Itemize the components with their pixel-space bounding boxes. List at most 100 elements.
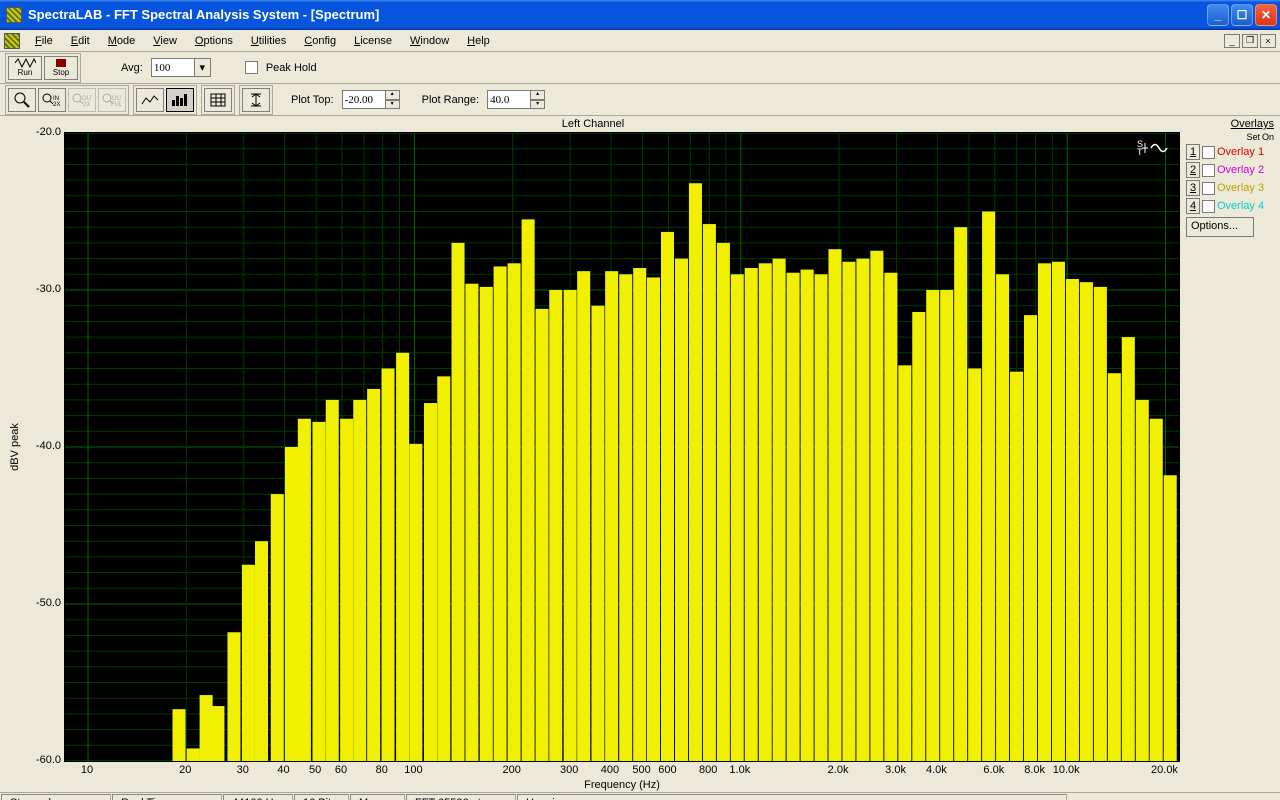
avg-input[interactable] [151,58,195,77]
window-title: SpectraLAB - FFT Spectral Analysis Syste… [28,7,1207,22]
peak-hold-checkbox[interactable] [245,61,258,74]
plot-range-input[interactable] [487,90,531,109]
run-label: Run [18,68,33,77]
status-3: 16 Bit [294,794,349,800]
status-4: Mono [350,794,405,800]
xtick: 20 [179,764,191,776]
peak-hold-label: Peak Hold [266,62,317,74]
mdi-minimize-button[interactable]: _ [1224,34,1240,48]
zoom-out-full-button[interactable]: OUTFULL [98,88,126,112]
spectrum-chart[interactable]: S T [64,132,1180,762]
menu-view[interactable]: View [144,33,186,49]
overlays-header: Overlays [1186,118,1274,130]
menu-mode[interactable]: Mode [99,33,145,49]
app-icon [6,7,22,23]
overlay-on-4[interactable] [1202,200,1215,213]
overlay-set-4[interactable]: 4 [1186,198,1200,214]
overlay-on-1[interactable] [1202,146,1215,159]
zoom-in-2x-button[interactable]: IN2X [38,88,66,112]
plot-top-up[interactable]: ▴ [386,90,400,100]
xtick: 500 [632,764,650,776]
status-0: Stopped [1,794,111,800]
plot-range-down[interactable]: ▾ [531,100,545,110]
xtick: 80 [376,764,388,776]
maximize-button[interactable]: ☐ [1231,4,1253,26]
statusbar: StoppedReal Time44100 Hz16 BitMonoFFT 65… [0,792,1280,800]
xtick: 10.0k [1053,764,1080,776]
mdi-close-button[interactable]: × [1260,34,1276,48]
status-6: Hanning [517,794,1067,800]
menu-edit[interactable]: Edit [62,33,99,49]
overlay-on-2[interactable] [1202,164,1215,177]
xtick: 100 [404,764,422,776]
menu-utilities[interactable]: Utilities [242,33,295,49]
plot-top-down[interactable]: ▾ [386,100,400,110]
run-button[interactable]: Run [8,56,42,80]
line-plot-button[interactable] [136,88,164,112]
zoom-out-2x-button[interactable]: OUT2X [68,88,96,112]
svg-text:OUT: OUT [112,96,122,102]
overlay-label-2: Overlay 2 [1217,164,1264,176]
plot-top-input[interactable] [342,90,386,109]
grid-button[interactable] [204,88,232,112]
xtick: 6.0k [983,764,1004,776]
svg-text:2X: 2X [83,102,90,108]
titlebar: SpectraLAB - FFT Spectral Analysis Syste… [0,0,1280,30]
menubar: FileEditModeViewOptionsUtilitiesConfigLi… [0,30,1280,52]
plot-range-up[interactable]: ▴ [531,90,545,100]
mdi-restore-button[interactable]: ❐ [1242,34,1258,48]
plot-range-spinner[interactable]: ▴▾ [487,90,545,109]
plot-top-label: Plot Top: [291,94,334,106]
overlays-sub-set: Set [1246,132,1260,142]
y-axis-label: dBV peak [9,423,21,471]
plot-range-label: Plot Range: [422,94,479,106]
menu-config[interactable]: Config [295,33,345,49]
status-1: Real Time [112,794,222,800]
overlay-label-4: Overlay 4 [1217,200,1264,212]
toolbar-plot: IN2X OUT2X OUTFULL Plot Top: ▴▾ Plot Ran… [0,84,1280,116]
toolbar-controls: Run Stop Avg: ▾ Peak Hold [0,52,1280,84]
xtick: 60 [335,764,347,776]
window-controls: _ ☐ ✕ [1207,4,1277,26]
stop-button[interactable]: Stop [44,56,78,80]
workarea: Left Channel dBV peak -20.0-30.0-40.0-50… [0,116,1280,800]
x-axis-label: Frequency (Hz) [584,779,660,791]
overlay-set-1[interactable]: 1 [1186,144,1200,160]
plot-top-spinner[interactable]: ▴▾ [342,90,400,109]
ytick: -50.0 [36,597,61,609]
overlay-on-3[interactable] [1202,182,1215,195]
xtick: 200 [503,764,521,776]
overlay-options-button[interactable]: Options... [1186,217,1254,237]
avg-combo[interactable]: ▾ [151,58,211,77]
minimize-button[interactable]: _ [1207,4,1229,26]
bar-plot-button[interactable] [166,88,194,112]
xtick: 3.0k [885,764,906,776]
menu-file[interactable]: File [26,33,62,49]
overlay-row-3: 3 Overlay 3 [1186,180,1274,196]
xtick: 20.0k [1151,764,1178,776]
autoscale-button[interactable] [242,88,270,112]
chart-title: Left Channel [6,116,1180,132]
menu-options[interactable]: Options [186,33,242,49]
overlay-label-3: Overlay 3 [1217,182,1264,194]
ytick: -40.0 [36,440,61,452]
overlay-label-1: Overlay 1 [1217,146,1264,158]
avg-dropdown-button[interactable]: ▾ [195,58,211,77]
menu-help[interactable]: Help [458,33,499,49]
svg-text:2X: 2X [53,102,60,108]
xtick: 800 [699,764,717,776]
xtick: 2.0k [828,764,849,776]
overlay-set-3[interactable]: 3 [1186,180,1200,196]
menu-window[interactable]: Window [401,33,458,49]
menu-license[interactable]: License [345,33,401,49]
status-2: 44100 Hz [223,794,293,800]
zoom-button[interactable] [8,88,36,112]
overlay-set-2[interactable]: 2 [1186,162,1200,178]
xtick: 8.0k [1024,764,1045,776]
ytick: -60.0 [36,754,61,766]
status-5: FFT 65536 pts [406,794,516,800]
xtick: 600 [658,764,676,776]
overlays-panel: Overlays Set On 1 Overlay 1 2 Overlay 2 3 Ove… [1184,116,1280,800]
overlays-sub-on: On [1262,132,1274,142]
close-button[interactable]: ✕ [1255,4,1277,26]
